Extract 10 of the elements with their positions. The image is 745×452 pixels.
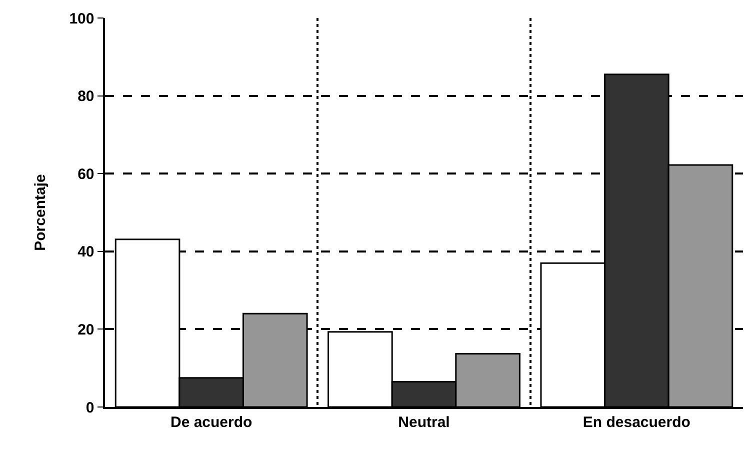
y-tick-label: 20: [78, 321, 94, 338]
y-axis-title: Porcentaje: [32, 174, 49, 251]
x-tick-label: En desacuerdo: [582, 414, 690, 431]
y-tick-label: 0: [86, 399, 94, 416]
x-tick-label: Neutral: [398, 414, 450, 431]
y-tick-label: 60: [78, 166, 94, 183]
x-tick-label: De acuerdo: [170, 414, 252, 431]
y-tick-label: 100: [69, 10, 94, 28]
y-tick-label: 40: [78, 244, 94, 261]
y-tick-label: 80: [78, 88, 94, 106]
